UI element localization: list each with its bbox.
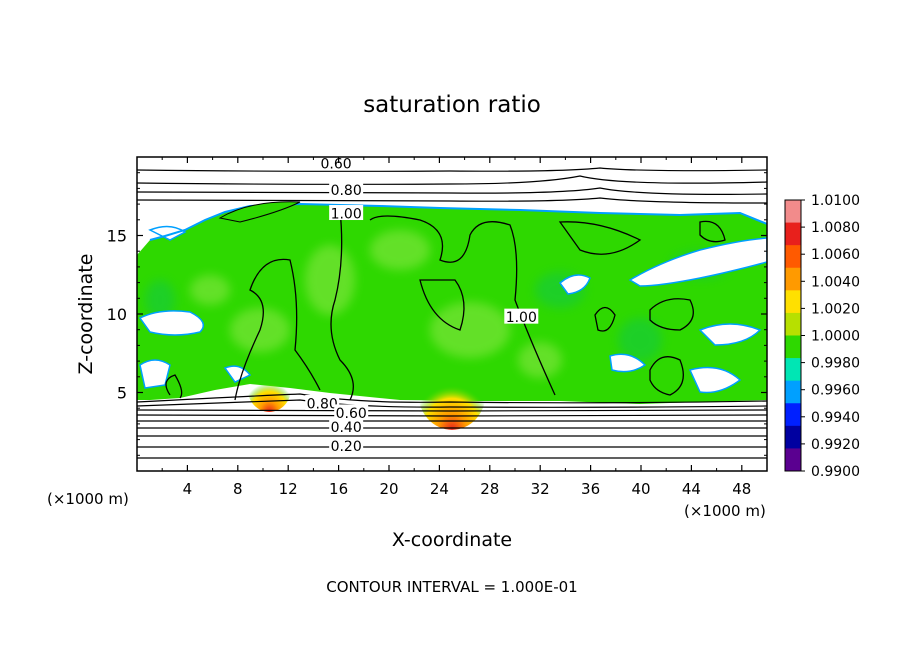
x-tick-label: 48 <box>732 480 751 498</box>
colorbar-label: 1.0080 <box>811 220 860 236</box>
contour-label: 1.00 <box>331 207 362 223</box>
chart-title: saturation ratio <box>363 92 541 118</box>
contour-lines-upper <box>137 167 767 204</box>
y-axis-label: Z-coordinate <box>75 254 97 375</box>
contour-label: 0.60 <box>336 406 367 422</box>
cloud-top-fringe <box>149 202 767 241</box>
x-tick-label: 36 <box>581 480 600 498</box>
contour-label-bg <box>329 437 364 453</box>
x-axis-label: X-coordinate <box>392 529 512 551</box>
contour-label-bg <box>305 394 340 410</box>
colorbar-swatch <box>785 222 801 246</box>
x-tick-label: 16 <box>329 480 348 498</box>
x-axis-ticks: 4 8 12 16 20 24 28 32 36 40 44 48 <box>161 157 751 498</box>
colorbar-swatch <box>785 267 801 291</box>
colorbar-label: 0.9940 <box>811 410 860 426</box>
contour-label: 0.60 <box>320 156 351 172</box>
x-units-left: (×1000 m) <box>47 490 129 508</box>
colorbar: 1.0100 1.0080 1.0060 1.0040 1.0020 1.0000 0.99… <box>784 193 860 480</box>
colorbar-swatch <box>785 358 801 382</box>
colorbar-label: 0.9900 <box>811 464 860 480</box>
y-tick-label: 5 <box>117 384 127 403</box>
contour-interval-note: CONTOUR INTERVAL = 1.000E-01 <box>326 578 577 596</box>
colorbar-swatch <box>785 403 801 427</box>
contour-label-bg <box>334 404 369 420</box>
mottling <box>190 230 562 378</box>
contour-lines-1-00 <box>165 209 726 401</box>
x-tick-label: 4 <box>183 480 193 498</box>
contour-labels: 0.600.801.001.000.800.600.400.20 <box>305 156 539 455</box>
contour-label: 0.80 <box>331 183 362 199</box>
contour-label: 0.80 <box>307 396 338 412</box>
y-tick-label: 15 <box>107 227 127 246</box>
x-tick-label: 28 <box>480 480 499 498</box>
hotspot <box>247 363 292 412</box>
contour-label: 0.40 <box>331 420 362 436</box>
colorbar-swatch <box>785 290 801 314</box>
hotspot <box>418 355 486 430</box>
colorbar-label: 1.0100 <box>811 193 860 209</box>
colorbar-label: 1.0040 <box>811 274 860 290</box>
x-tick-label: 40 <box>631 480 650 498</box>
colorbar-swatch <box>785 448 801 472</box>
colorbar-label: 1.0060 <box>811 247 860 263</box>
plot-area: 0.600.801.001.000.800.600.400.20 <box>137 156 767 471</box>
colorbar-swatch <box>785 380 801 404</box>
colorbar-label: 0.9920 <box>811 437 860 453</box>
colorbar-swatch <box>785 245 801 269</box>
x-tick-label: 20 <box>379 480 398 498</box>
contour-lines-lower <box>137 393 767 459</box>
colorbar-swatch <box>785 312 801 336</box>
colorbar-swatch <box>785 200 801 224</box>
contour-label-bg <box>329 418 364 434</box>
subsaturated-holes <box>138 225 767 394</box>
contour-label-bg <box>329 181 364 197</box>
contour-label: 0.20 <box>331 439 362 455</box>
colorbar-swatch <box>785 425 801 449</box>
x-tick-label: 24 <box>430 480 449 498</box>
colorbar-label: 1.0000 <box>811 329 860 345</box>
colorbar-swatch <box>785 335 801 359</box>
contour-label: 1.00 <box>506 310 537 326</box>
y-tick-label: 10 <box>107 305 127 324</box>
x-units-right: (×1000 m) <box>684 502 766 520</box>
y-axis-ticks: 5 10 15 <box>107 172 767 456</box>
colorbar-label: 0.9960 <box>811 383 860 399</box>
colorbar-label: 1.0020 <box>811 301 860 317</box>
x-tick-label: 44 <box>682 480 701 498</box>
contour-label-bg <box>329 205 364 221</box>
contour-label-bg <box>504 308 539 324</box>
contour-label-bg <box>319 157 354 170</box>
upper-streak <box>218 201 301 223</box>
x-tick-label: 8 <box>233 480 243 498</box>
colorbar-label: 0.9980 <box>811 356 860 372</box>
x-tick-label: 12 <box>279 480 298 498</box>
x-tick-label: 32 <box>531 480 550 498</box>
